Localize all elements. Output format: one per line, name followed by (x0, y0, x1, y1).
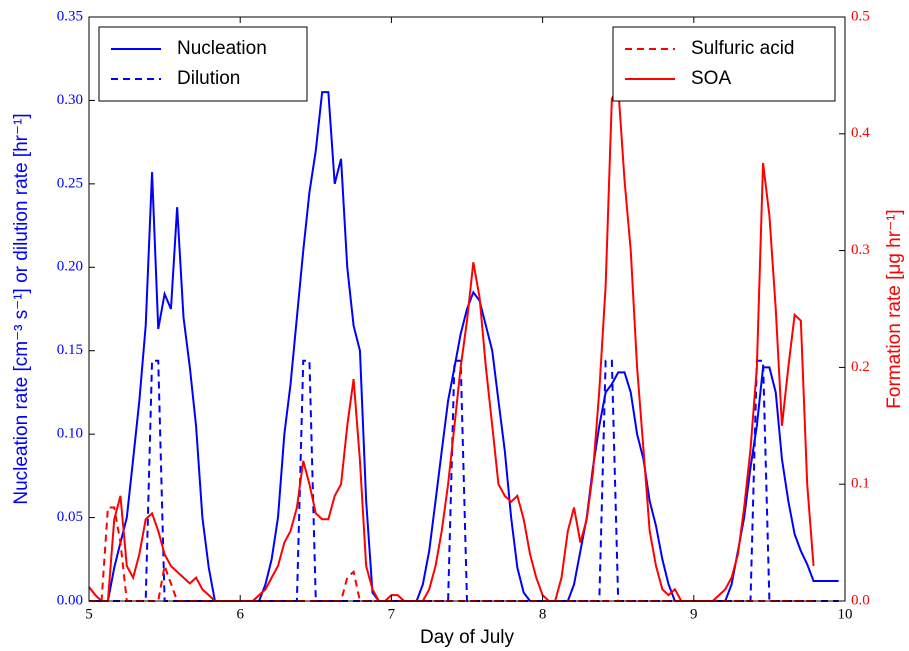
series-line (89, 359, 839, 602)
x-tick-label: 8 (539, 606, 547, 622)
y2-tick-label: 0.4 (851, 125, 870, 141)
x-tick-label: 5 (85, 606, 93, 622)
legend-box (612, 26, 836, 102)
y-tick-label: 0.05 (57, 509, 83, 525)
legend-label: SOA (691, 68, 731, 89)
y2-tick-label: 0.1 (851, 476, 870, 492)
y2-tick-label: 0.5 (851, 8, 870, 24)
y2-axis-label: Formation rate [μg hr⁻¹] (884, 209, 905, 408)
series-line (89, 506, 814, 602)
x-tick-label: 7 (388, 606, 396, 622)
y-tick-label: 0.25 (57, 175, 83, 191)
series-line (88, 83, 815, 602)
y-axis-label: Nucleation rate [cm⁻³ s⁻¹] or dilution r… (11, 113, 32, 504)
plot-frame (88, 16, 846, 602)
y-tick-label: 0.10 (57, 426, 83, 442)
legend-label: Dilution (177, 68, 240, 89)
legend-box (98, 26, 308, 102)
x-tick-label: 10 (838, 606, 853, 622)
x-axis-label: Day of July (420, 627, 514, 648)
legend-label: Sulfuric acid (691, 38, 795, 59)
y2-tick-label: 0.3 (851, 242, 870, 258)
y-tick-label: 0.35 (57, 8, 83, 24)
x-tick-label: 6 (236, 606, 244, 622)
y-tick-label: 0.30 (57, 92, 83, 108)
y2-tick-label: 0.0 (851, 592, 870, 608)
x-tick-label: 9 (690, 606, 698, 622)
y-tick-label: 0.00 (57, 592, 83, 608)
y-tick-label: 0.20 (57, 259, 83, 275)
y-tick-label: 0.15 (57, 342, 83, 358)
y2-tick-label: 0.2 (851, 359, 870, 375)
legend-label: Nucleation (177, 38, 267, 59)
